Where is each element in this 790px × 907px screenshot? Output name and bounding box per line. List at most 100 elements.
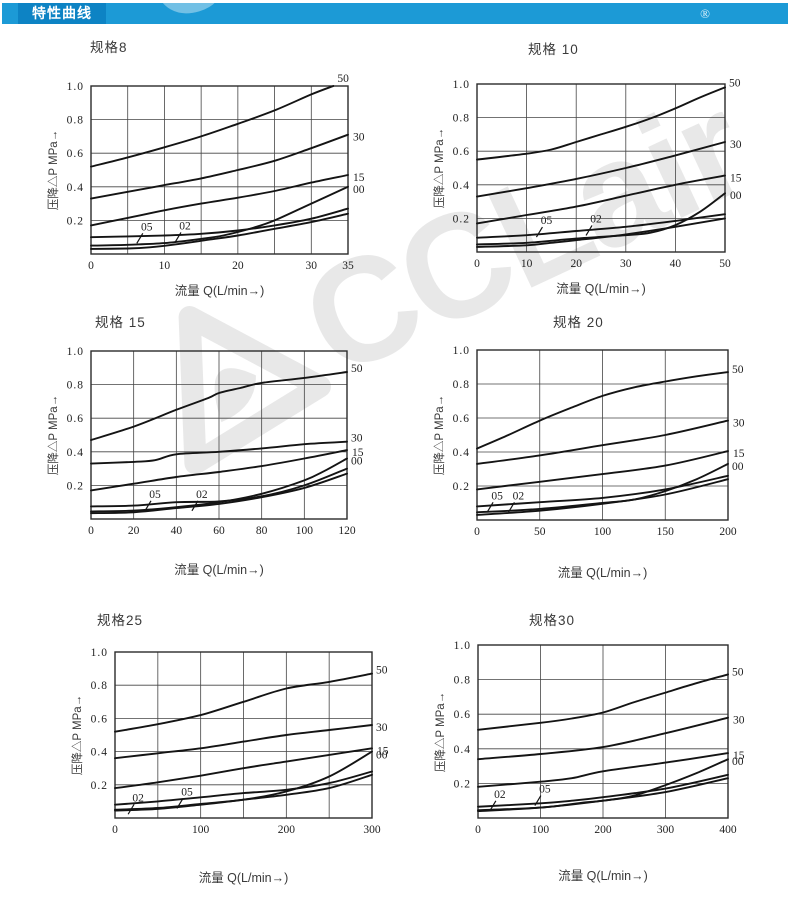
y-tick-label: 0.4 [67, 182, 84, 194]
chart-title: 规格25 [97, 613, 144, 628]
curve-15 [477, 752, 729, 788]
curve-label-05: 05 [149, 489, 161, 501]
y-tick-label: 0.4 [91, 747, 108, 759]
tick-labels: 0.20.40.60.81.00 20 40 60 80 100 120 [67, 346, 356, 537]
x-tick-label: 100 [532, 824, 550, 836]
y-tick-label: 0.6 [453, 146, 470, 158]
curve-15 [90, 174, 349, 227]
curve-label-30: 30 [376, 722, 388, 734]
curve-00 [476, 192, 726, 246]
x-tick-label: 20 [232, 260, 244, 272]
x-tick-label: 0 [112, 824, 118, 836]
grid [90, 85, 349, 255]
x-tick-label: 100 [192, 824, 210, 836]
y-tick-label: 0.6 [91, 713, 108, 725]
plot-svg: 0.20.40.60.81.00 20 40 60 80 100 1205030150005… [67, 346, 364, 537]
x-tick-label: 10 [159, 260, 171, 272]
label-leader-line [136, 232, 144, 244]
x-axis-label: 流量 Q(L/min→) [174, 563, 264, 577]
curve-30 [90, 133, 349, 200]
grid [476, 83, 726, 253]
curve-02 [476, 217, 726, 248]
y-tick-label: 0.2 [67, 480, 84, 492]
tick-labels: 0.2 0.4 0.6 0.8 1.0 0 100 200 300 [91, 647, 381, 836]
curve-30 [114, 724, 373, 760]
curves [476, 371, 729, 516]
curve-label-02: 02 [590, 213, 602, 225]
x-axis-label: 流量 Q(L/min→) [198, 871, 289, 885]
curve-label-05: 05 [181, 786, 193, 798]
x-tick-label: 50 [534, 526, 546, 538]
curve-label-02: 02 [196, 489, 208, 501]
curve-label-30: 30 [351, 433, 363, 445]
curve-15 [476, 450, 729, 491]
x-axis-label: 流量 Q(L/min→) [556, 282, 646, 296]
curve-50 [476, 86, 726, 161]
chart-title: 规格 15 [95, 315, 146, 330]
curve-label-30: 30 [353, 132, 365, 144]
curve-label-50: 50 [729, 77, 741, 89]
curve-label-05: 05 [141, 221, 153, 233]
x-tick-label: 60 [213, 525, 225, 537]
curve-05 [477, 773, 729, 808]
curve-05 [476, 213, 726, 239]
curve-02 [114, 773, 373, 812]
chart-title: 规格8 [90, 40, 128, 55]
x-tick-label: 300 [363, 824, 381, 836]
curve-05 [476, 474, 729, 508]
chart-3: 规格 15 压降△P MPa→ 0.2 0.4 0.6 0.8 1.0 0 20 40 60 80… [45, 305, 390, 597]
curve-50 [90, 85, 335, 168]
y-tick-label: 0.6 [454, 709, 471, 721]
y-tick-label: 1.0 [91, 647, 108, 659]
curve-label-00: 00 [732, 756, 744, 768]
plot-border [477, 644, 729, 819]
plot-border [90, 85, 349, 255]
curve-label-50: 50 [337, 73, 349, 85]
x-tick-label: 35 [342, 260, 354, 272]
label-leader-line [585, 225, 593, 236]
y-tick-label: 0.4 [453, 447, 470, 459]
curve-label-15: 15 [733, 750, 745, 762]
curve-15 [114, 747, 373, 790]
y-tick-label: 1.0 [67, 81, 84, 93]
curve-label-05: 05 [539, 784, 551, 796]
curve-label-05: 05 [541, 215, 553, 227]
curve-label-02: 02 [132, 792, 144, 804]
x-axis-label: 流量 Q(L/min→) [174, 284, 265, 298]
curves [476, 86, 726, 248]
label-leader-line [191, 500, 199, 512]
curve-label-02: 02 [513, 490, 525, 502]
curve-label-00: 00 [376, 750, 388, 762]
y-tick-label: 1.0 [453, 345, 470, 357]
curve-label-30: 30 [733, 418, 745, 430]
curve-label-30: 30 [730, 139, 742, 151]
x-tick-label: 200 [278, 824, 296, 836]
curve-label-00: 00 [351, 456, 363, 468]
curve-50 [114, 672, 373, 733]
y-tick-label: 0.8 [453, 113, 470, 125]
x-tick-label: 50 [719, 258, 731, 270]
curves [90, 85, 349, 250]
x-tick-label: 300 [657, 824, 675, 836]
y-tick-label: 0.2 [453, 213, 470, 225]
curve-label-15: 15 [730, 173, 742, 185]
curve-15 [476, 174, 726, 225]
curve-30 [476, 141, 726, 198]
x-tick-label: 20 [570, 258, 582, 270]
y-tick-label: 0.8 [67, 115, 84, 127]
x-tick-label: 80 [256, 525, 268, 537]
chart-5: 规格25 压降△P MPa→ 0.2 0.4 0.6 0.8 1.0 0 100 200 300… [45, 605, 395, 905]
curve-label-05: 05 [491, 490, 503, 502]
curve-label-50: 50 [732, 364, 744, 376]
chart-6: 规格30 压降△P MPa→ 0.2 0.4 0.6 0.8 1.0 0 100 200 300… [410, 605, 788, 905]
curve-50 [477, 673, 729, 731]
x-tick-label: 30 [306, 260, 318, 272]
label-leader-line [174, 232, 182, 243]
curve-label-50: 50 [351, 363, 363, 375]
label-leader-line [534, 795, 542, 806]
